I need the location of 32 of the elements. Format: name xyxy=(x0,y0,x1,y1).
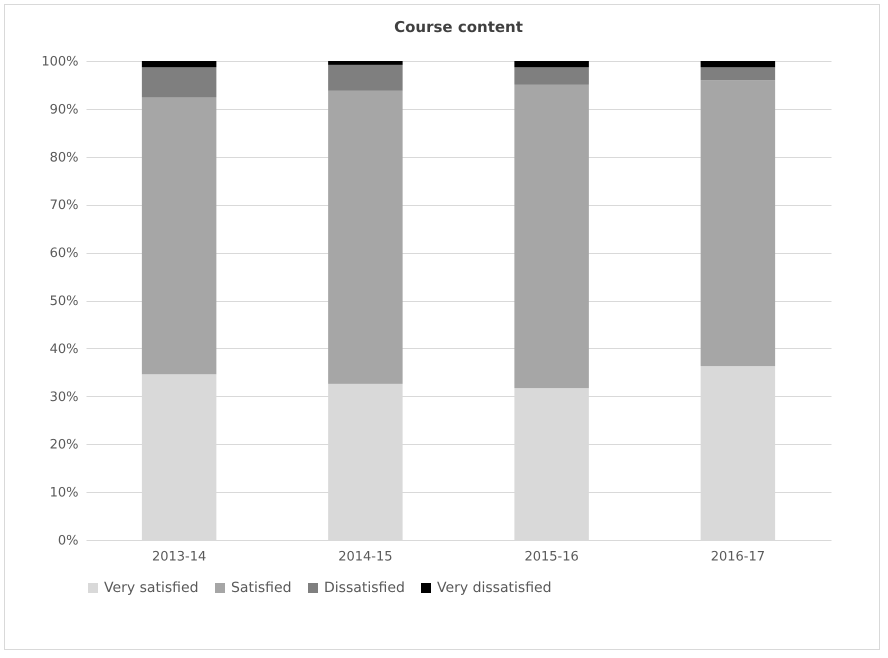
bar xyxy=(700,80,776,366)
y-tick-label: 20% xyxy=(50,438,78,453)
bar xyxy=(514,61,589,68)
chart-title: Course content xyxy=(394,18,523,36)
legend-label: Very dissatisfied xyxy=(437,580,552,596)
y-tick-label: 90% xyxy=(50,102,78,118)
y-tick-label: 40% xyxy=(50,342,78,357)
bar xyxy=(328,64,403,91)
bar xyxy=(328,61,403,65)
y-tick-label: 10% xyxy=(50,486,78,501)
y-tick-label: 0% xyxy=(58,534,78,548)
x-tick-label: 2015-16 xyxy=(524,550,579,564)
legend-label: Dissatisfied xyxy=(324,580,405,596)
y-tick-label: 100% xyxy=(41,54,78,70)
bar xyxy=(514,67,589,84)
bar xyxy=(328,90,403,384)
bar xyxy=(142,67,216,98)
bar xyxy=(514,84,589,388)
y-tick-label: 60% xyxy=(50,246,78,262)
x-tick-label: 2016-17 xyxy=(710,550,766,564)
x-tick-label: 2014-15 xyxy=(338,550,393,564)
y-tick-label: 70% xyxy=(50,198,78,214)
bar xyxy=(700,67,776,80)
y-tick-label: 80% xyxy=(50,150,78,166)
y-tick-label: 50% xyxy=(50,294,78,309)
x-tick-label: 2013-14 xyxy=(152,550,206,564)
bar xyxy=(700,61,776,68)
bar xyxy=(142,97,216,374)
legend-label: Satisfied xyxy=(231,580,292,596)
legend-label: Very satisfied xyxy=(104,580,198,596)
bar xyxy=(142,61,216,68)
y-tick-label: 30% xyxy=(50,390,78,405)
